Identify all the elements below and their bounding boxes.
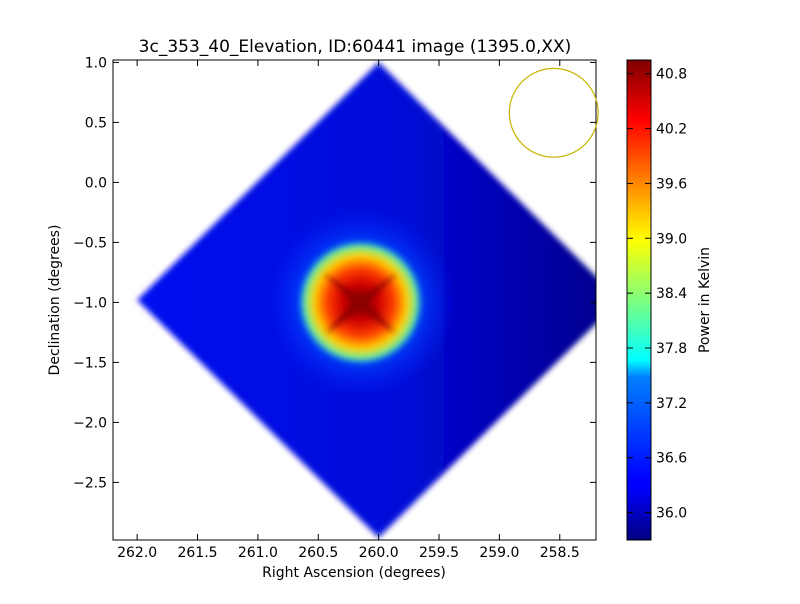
x-tick-label: 259.5 xyxy=(419,545,459,561)
y-tick-label: 0.5 xyxy=(85,115,107,131)
colorbar-tick-label: 36.6 xyxy=(656,451,687,467)
colorbar-tick-label: 40.8 xyxy=(656,67,687,83)
colorbar-tick-label: 39.6 xyxy=(656,176,687,192)
y-tick-label: −1.5 xyxy=(73,355,107,371)
x-tick-label: 260.5 xyxy=(298,545,338,561)
plot-frame xyxy=(112,59,597,541)
y-tick-label: −2.5 xyxy=(73,475,107,491)
chart-title: 3c_353_40_Elevation, ID:60441 image (139… xyxy=(139,37,572,57)
y-tick-label: −1.0 xyxy=(73,295,107,311)
y-tick-label: −0.5 xyxy=(73,235,107,251)
x-tick-label: 262.0 xyxy=(117,545,157,561)
y-tick-label: 1.0 xyxy=(85,55,107,71)
y-axis: 1.0 0.5 0.0 −0.5 −1.0 −1.5 −2.0 −2.5 xyxy=(73,55,596,491)
x-axis-label: Right Ascension (degrees) xyxy=(262,565,446,581)
intensity-map xyxy=(137,62,596,538)
colorbar-label: Power in Kelvin xyxy=(697,247,713,353)
y-axis-label: Declination (degrees) xyxy=(47,225,63,376)
colorbar-tick-label: 37.8 xyxy=(656,341,687,357)
x-tick-label: 260.0 xyxy=(359,545,399,561)
colorbar-tick-label: 37.2 xyxy=(656,396,687,412)
colorbar-gradient xyxy=(626,59,652,541)
x-tick-label: 258.5 xyxy=(540,545,580,561)
beam-circle xyxy=(508,67,599,158)
source-peak xyxy=(322,272,399,335)
colorbar-tick-label: 39.0 xyxy=(656,231,687,247)
y-tick-label: 0.0 xyxy=(85,175,107,191)
x-axis: 262.0 261.5 261.0 260.5 260.0 259.5 259.0 258.5 xyxy=(117,60,580,561)
x-tick-label: 261.5 xyxy=(177,545,217,561)
colorbar-ticks: 36.0 36.6 37.2 37.8 38.4 39.0 39.6 40.2 40.8 xyxy=(627,67,687,522)
colorbar: 36.0 36.6 37.2 37.8 38.4 39.0 39.6 40.2 40.8 Pow… xyxy=(626,59,713,541)
x-tick-label: 261.0 xyxy=(238,545,278,561)
y-tick-label: −2.0 xyxy=(73,415,107,431)
colorbar-tick-label: 38.4 xyxy=(656,286,687,302)
x-tick-label: 259.0 xyxy=(479,545,519,561)
colorbar-tick-label: 36.0 xyxy=(656,506,687,522)
colorbar-tick-label: 40.2 xyxy=(656,122,687,138)
